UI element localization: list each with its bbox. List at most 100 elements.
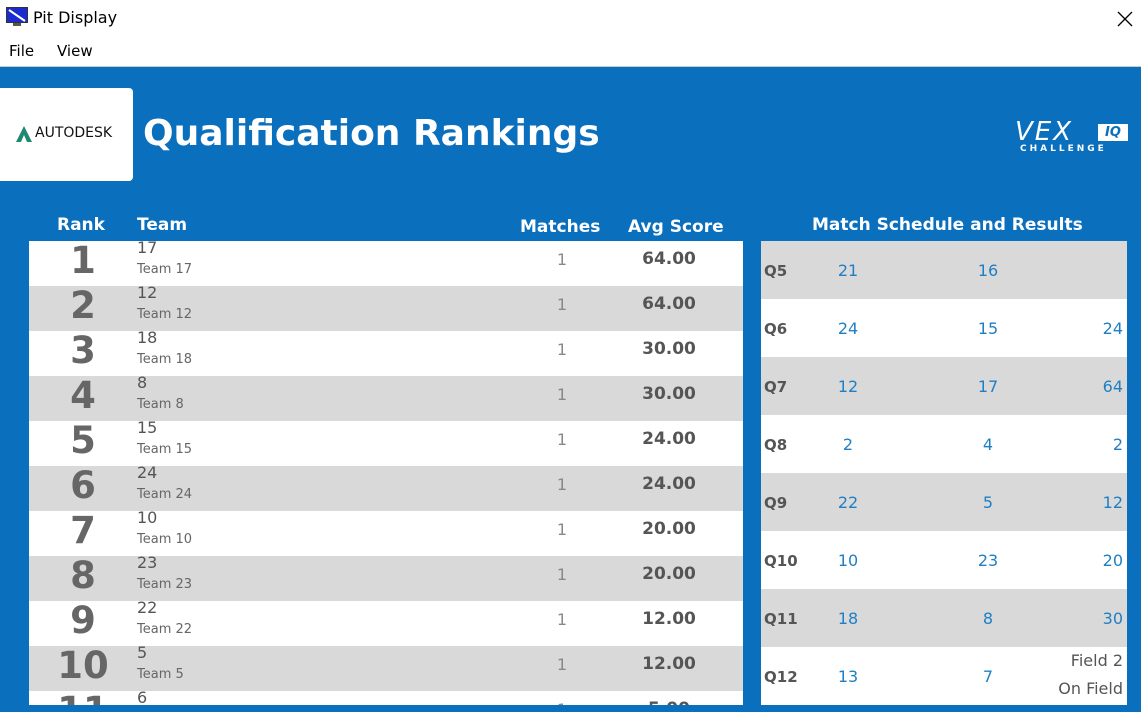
team-number: 5 (137, 646, 148, 662)
avg-score: 64.00 (642, 294, 696, 314)
score: 20 (1102, 551, 1123, 570)
matches: 1 (556, 655, 568, 674)
ranking-row: 116 1 5.00 (29, 691, 743, 705)
team-name: Team 17 (137, 262, 193, 277)
team-name: Team 12 (137, 307, 193, 322)
schedule-row: Q6 24 15 24 (761, 299, 1127, 357)
schedule-row: Q7 12 17 64 (761, 357, 1127, 415)
schedule-row: Q12 13 7 Field 2 On Field (761, 647, 1127, 705)
schedule-table: Q5 21 16 Q6 24 15 24 Q7 12 17 64 Q8 2 4 2 Q9 22 5 12 Q10 10 2… (761, 241, 1127, 705)
match-id: Q9 (764, 494, 788, 512)
ranking-row: 3 18 Team 18 1 30.00 (29, 331, 743, 376)
match-id: Q10 (764, 552, 798, 570)
menu-item[interactable]: View (57, 42, 93, 60)
matches: 1 (556, 250, 568, 269)
avg-score: 12.00 (642, 609, 696, 629)
team-name: Team 24 (137, 487, 193, 502)
team: 16 (977, 261, 999, 280)
team-number: 15 (137, 421, 158, 437)
match-id: Q5 (764, 262, 788, 280)
team: 10 (837, 551, 859, 570)
matches: 1 (556, 565, 568, 584)
avg-score: 30.00 (642, 339, 696, 359)
column-header: Rank (57, 215, 105, 235)
rank: 4 (70, 376, 96, 417)
logo-badge: IQ (1098, 124, 1128, 141)
team-number: 10 (137, 511, 158, 527)
team-number: 24 (137, 466, 158, 482)
rank: 7 (70, 511, 96, 552)
avg-score: 20.00 (642, 564, 696, 584)
schedule-row: Q5 21 16 (761, 241, 1127, 299)
avg-score: 12.00 (642, 654, 696, 674)
team-number: 22 (137, 601, 158, 617)
match-id: Q8 (764, 436, 788, 454)
ranking-row: 1 17 Team 17 1 64.00 (29, 241, 743, 286)
column-header: Matches (520, 217, 601, 237)
matches: 1 (556, 385, 568, 404)
rank: 1 (70, 241, 96, 282)
schedule-row: Q10 10 23 20 (761, 531, 1127, 589)
schedule-row: Q11 18 8 30 (761, 589, 1127, 647)
team: 4 (982, 435, 994, 454)
team-name: Team 8 (137, 397, 184, 412)
team-number: 17 (137, 241, 158, 257)
ranking-row: 8 23 Team 23 1 20.00 (29, 556, 743, 601)
ranking-row: 2 12 Team 12 1 64.00 (29, 286, 743, 331)
score: 30 (1102, 609, 1123, 628)
avg-score: 24.00 (642, 474, 696, 494)
matches: 1 (556, 475, 568, 494)
team-name: Team 22 (137, 622, 193, 637)
app-icon (6, 7, 28, 26)
matches: 1 (556, 295, 568, 314)
menu-item[interactable]: File (9, 42, 35, 60)
schedule-row: Q9 22 5 12 (761, 473, 1127, 531)
logo-text: VEX (1015, 117, 1074, 147)
column-header: Team (137, 215, 188, 235)
ranking-row: 4 8 Team 8 1 30.00 (29, 376, 743, 421)
team-name: Team 5 (137, 667, 184, 682)
logo-sub: CHALLENGE (1020, 144, 1107, 154)
team: 24 (837, 319, 859, 338)
matches: 1 (556, 520, 568, 539)
team: 18 (837, 609, 859, 628)
menu-bar: File View (0, 36, 1141, 67)
match-id: Q12 (764, 668, 798, 686)
match-status: Field 2 (1070, 651, 1123, 670)
matches: 1 (556, 610, 568, 629)
team-number: 23 (137, 556, 158, 572)
team: 12 (837, 377, 859, 396)
match-id: Q7 (764, 378, 788, 396)
sponsor-box: AUTODESK (0, 88, 133, 181)
close-button[interactable] (1116, 10, 1134, 28)
score: 64 (1102, 377, 1123, 396)
avg-score: 5.00 (619, 699, 719, 705)
team: 21 (837, 261, 859, 280)
match-status: On Field (1058, 679, 1123, 698)
matches: 1 (532, 700, 592, 705)
team: 7 (982, 667, 994, 686)
team: 15 (977, 319, 999, 338)
rank: 6 (70, 466, 96, 507)
team: 22 (837, 493, 859, 512)
team-name: Team 15 (137, 442, 193, 457)
team: 17 (977, 377, 999, 396)
team-number: 12 (137, 286, 158, 302)
team-name: Team 23 (137, 577, 193, 592)
matches: 1 (556, 430, 568, 449)
team-number: 8 (137, 376, 148, 392)
team-number: 6 (137, 691, 148, 705)
team-number: 18 (137, 331, 158, 347)
avg-score: 64.00 (642, 249, 696, 269)
ranking-row: 9 22 Team 22 1 12.00 (29, 601, 743, 646)
schedule-row: Q8 2 4 2 (761, 415, 1127, 473)
ranking-row: 5 15 Team 15 1 24.00 (29, 421, 743, 466)
team: 23 (977, 551, 999, 570)
rank: 2 (70, 286, 96, 327)
sponsor-icon (16, 126, 32, 142)
rank: 5 (70, 421, 96, 462)
avg-score: 24.00 (642, 429, 696, 449)
rank: 9 (70, 601, 96, 642)
team-name: Team 10 (137, 532, 193, 547)
